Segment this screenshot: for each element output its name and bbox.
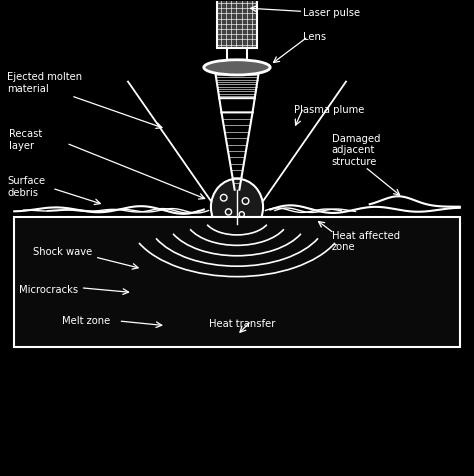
Text: Ejected molten
material: Ejected molten material xyxy=(7,72,82,94)
Text: Plasma plume: Plasma plume xyxy=(294,105,364,115)
Text: Heat affected
zone: Heat affected zone xyxy=(332,231,400,252)
Text: Laser pulse: Laser pulse xyxy=(303,8,361,18)
Bar xyxy=(217,0,257,49)
Text: Melt zone: Melt zone xyxy=(62,316,110,326)
Text: Surface
debris: Surface debris xyxy=(7,177,45,198)
Ellipse shape xyxy=(211,179,263,236)
Text: Microcracks: Microcracks xyxy=(19,286,78,296)
Text: Lens: Lens xyxy=(303,32,327,42)
Text: Heat transfer: Heat transfer xyxy=(209,318,275,328)
Text: Damaged
adjacent
structure: Damaged adjacent structure xyxy=(332,134,380,167)
Text: Shock wave: Shock wave xyxy=(33,248,92,258)
Polygon shape xyxy=(219,98,255,112)
Bar xyxy=(14,217,460,347)
Text: Recast
layer: Recast layer xyxy=(9,129,43,150)
Ellipse shape xyxy=(204,60,270,75)
